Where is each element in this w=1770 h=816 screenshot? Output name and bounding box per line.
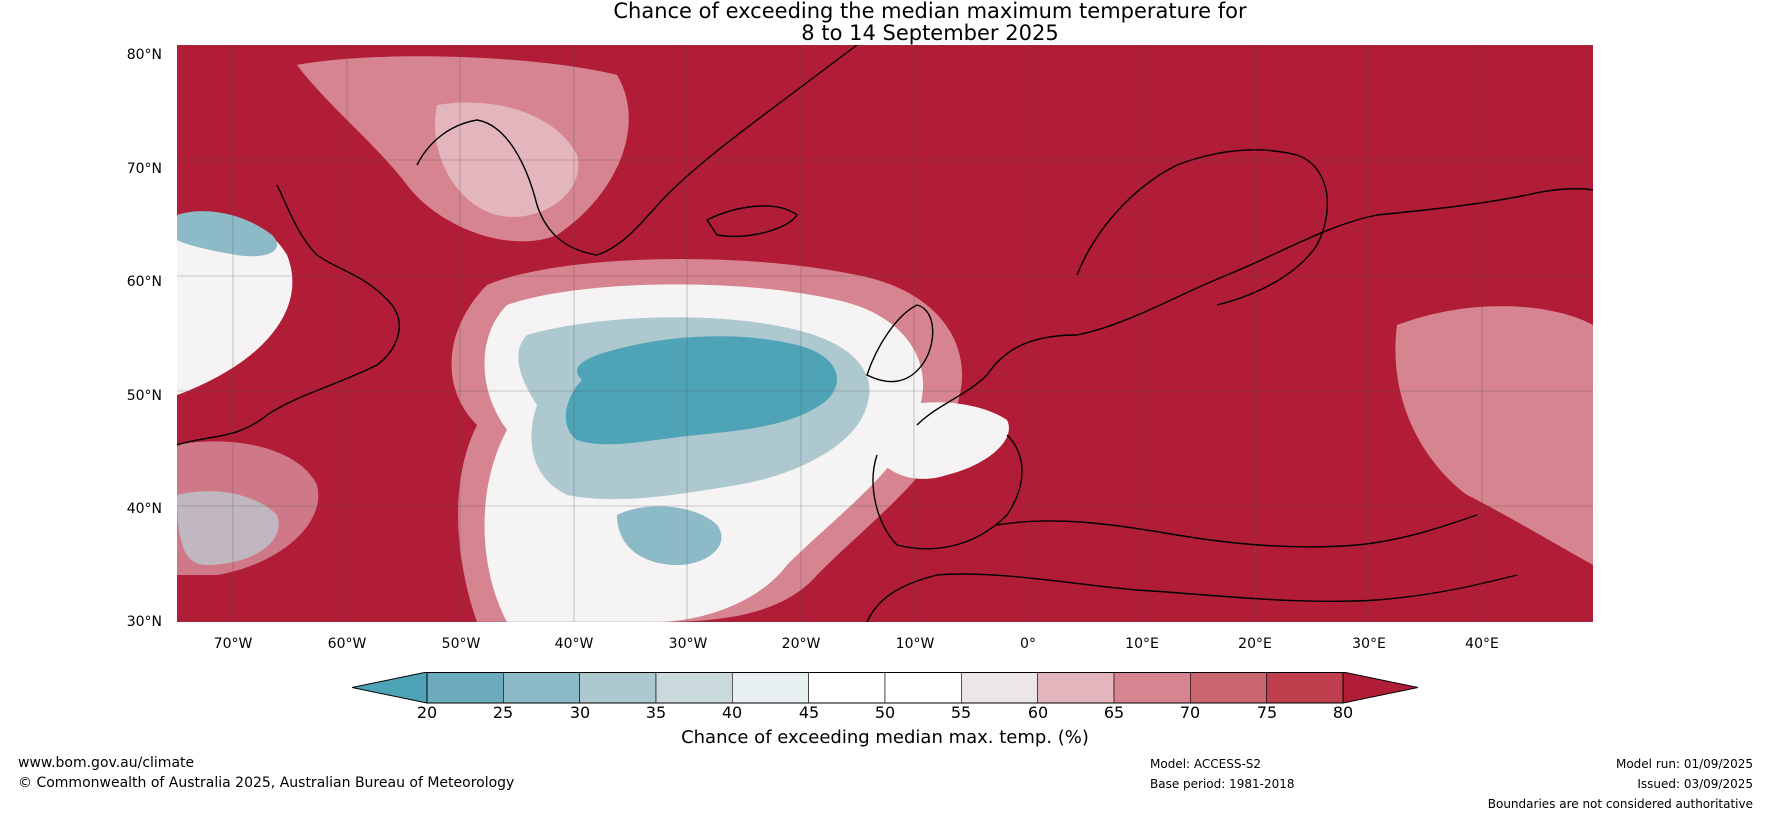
- british-isles-coast: [866, 304, 934, 383]
- latitude-label-70n: 70°N: [126, 161, 162, 177]
- region-east-pink: [1395, 306, 1593, 565]
- colorbar-tick-25: 25: [492, 703, 514, 722]
- colorbar-segment: [579, 672, 657, 704]
- longitude-label-30e: 30°E: [1352, 636, 1386, 652]
- colorbar-segment: [884, 672, 962, 704]
- colorbar-segment: [1113, 672, 1191, 704]
- latitude-label-60n: 60°N: [126, 274, 162, 290]
- colorbar-segment: [1037, 672, 1115, 704]
- region-blue-south: [617, 506, 722, 565]
- colorbar-label: Chance of exceeding median max. temp. (%…: [681, 727, 1089, 748]
- longitude-label-40w: 40°W: [554, 636, 594, 652]
- colorbar-segment: [426, 672, 504, 704]
- colorbar-outline: [426, 672, 1344, 704]
- north-america-coast: [177, 184, 400, 446]
- probability-map: [177, 45, 1593, 622]
- colorbar-tick-40: 40: [721, 703, 743, 722]
- colorbar-tick-65: 65: [1103, 703, 1125, 722]
- latitude-label-40n: 40°N: [126, 501, 162, 517]
- probability-field: [177, 56, 1593, 622]
- latitude-label-30n: 30°N: [126, 614, 162, 630]
- colorbar-tick-20: 20: [416, 703, 438, 722]
- coastlines: [177, 45, 1593, 622]
- region-blue-core: [565, 336, 837, 445]
- europe-coast: [916, 188, 1593, 426]
- colorbar-segments: [426, 672, 1344, 704]
- colorbar-segment: [732, 672, 809, 704]
- africa-coast: [866, 573, 1518, 622]
- footer-model: Model: ACCESS-S2: [1150, 757, 1262, 771]
- latitude-label-80n: 80°N: [126, 47, 162, 63]
- footer-model-run: Model run: 01/09/2025: [1615, 757, 1753, 771]
- longitude-label-0: 0°: [1020, 636, 1036, 652]
- colorbar-tick-50: 50: [874, 703, 896, 722]
- greenland-coast: [416, 45, 858, 256]
- footer-issued: Issued: 03/09/2025: [1637, 777, 1753, 791]
- footer-copyright: © Commonwealth of Australia 2025, Austra…: [18, 775, 515, 791]
- longitude-label-20w: 20°W: [781, 636, 821, 652]
- colorbar-tick-35: 35: [645, 703, 667, 722]
- colorbar-tick-60: 60: [1027, 703, 1049, 722]
- colorbar-tick-70: 70: [1179, 703, 1201, 722]
- longitude-label-30w: 30°W: [668, 636, 708, 652]
- colorbar-segment: [503, 672, 580, 704]
- longitude-label-10w: 10°W: [895, 636, 935, 652]
- colorbar-segment: [1190, 672, 1267, 704]
- chart-title-line2: 8 to 14 September 2025: [801, 21, 1059, 45]
- graticule: [177, 45, 1593, 622]
- region-iberia-white: [877, 402, 1009, 479]
- colorbar-tick-45: 45: [798, 703, 820, 722]
- colorbar-tick-75: 75: [1256, 703, 1278, 722]
- mediterranean-coast: [996, 514, 1478, 548]
- longitude-label-10e: 10°E: [1125, 636, 1159, 652]
- footer-base-period: Base period: 1981-2018: [1150, 777, 1295, 791]
- colorbar-over-arrow: [1342, 672, 1418, 704]
- map-canvas: [177, 45, 1593, 622]
- longitude-label-70w: 70°W: [213, 636, 253, 652]
- footer-website: www.bom.gov.au/climate: [18, 755, 195, 771]
- iberia-coast: [872, 434, 1023, 550]
- longitude-label-50w: 50°W: [441, 636, 481, 652]
- longitude-label-40e: 40°E: [1465, 636, 1499, 652]
- region-west-white: [177, 216, 293, 395]
- colorbar: [352, 672, 1418, 704]
- chart-title-line1: Chance of exceeding the median maximum t…: [613, 0, 1247, 23]
- longitude-label-20e: 20°E: [1238, 636, 1272, 652]
- region-southwest-light: [177, 441, 319, 575]
- footer-disclaimer: Boundaries are not considered authoritat…: [1487, 797, 1753, 811]
- colorbar-tick-80: 80: [1332, 703, 1354, 722]
- colorbar-segment: [655, 672, 733, 704]
- colorbar-tick-55: 55: [950, 703, 972, 722]
- colorbar-segment: [961, 672, 1038, 704]
- region-west-blue: [177, 211, 278, 257]
- colorbar-segment: [1266, 672, 1344, 704]
- colorbar-tick-30: 30: [569, 703, 591, 722]
- colorbar-under-arrow: [352, 672, 428, 704]
- colorbar-segment: [808, 672, 886, 704]
- latitude-label-50n: 50°N: [126, 388, 162, 404]
- scandinavia-coast: [1076, 149, 1329, 306]
- longitude-label-60w: 60°W: [327, 636, 367, 652]
- region-greenland-light: [435, 102, 579, 217]
- iceland-coast: [705, 205, 798, 237]
